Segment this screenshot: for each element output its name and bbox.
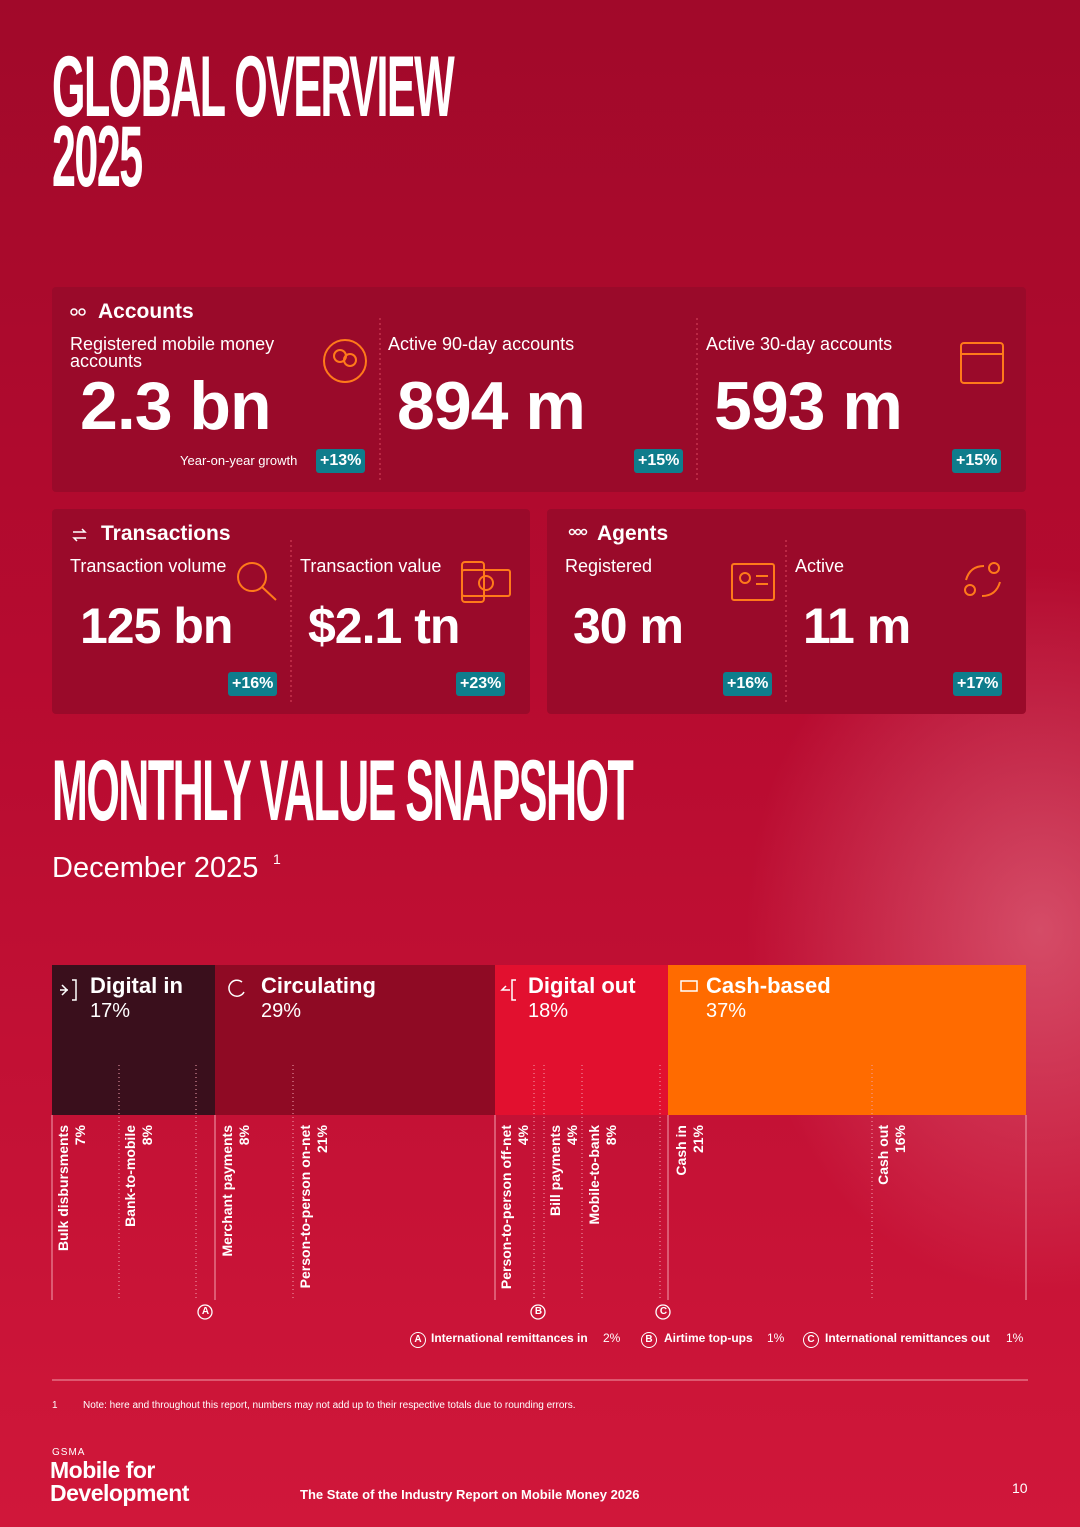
growth-badge: +13%	[316, 449, 366, 473]
flow-share: 4%	[515, 1125, 531, 1146]
group-name: Cash-based	[706, 973, 831, 998]
flow-name: Cash out	[875, 1125, 891, 1185]
group-name: Digital out	[528, 973, 636, 998]
legend-share: 1%	[1006, 1331, 1024, 1345]
flow-name: Bank-to-mobile	[122, 1125, 138, 1227]
subtitle: December 2025	[52, 852, 259, 884]
brand: Mobile for	[50, 1457, 155, 1483]
growth-badge: +17%	[953, 672, 1003, 696]
metric-value: 125 bn	[80, 598, 233, 654]
metric-label: Transaction volume	[70, 556, 227, 576]
metric-label: Active	[795, 556, 845, 576]
flow-share: 8%	[236, 1125, 252, 1146]
flow-share: 4%	[564, 1125, 580, 1146]
metric-label: Transaction value	[300, 556, 442, 576]
flow-share: 7%	[72, 1125, 88, 1146]
legend-marker: A	[410, 1332, 426, 1348]
metric-value: 11 m	[803, 598, 911, 654]
report-title: The State of the Industry Report on Mobi…	[300, 1487, 640, 1502]
footnote-ref: 1	[273, 851, 281, 867]
legend-share: 2%	[603, 1331, 621, 1345]
group-name: Digital in	[90, 973, 183, 998]
flow-name: Bill payments	[547, 1125, 563, 1217]
metric-value: 894 m	[397, 368, 586, 444]
legend-name: International remittances in	[431, 1331, 588, 1345]
growth-badge: +15%	[952, 449, 1002, 473]
flow-share: 16%	[892, 1125, 908, 1154]
metric-value: 2.3 bn	[80, 368, 271, 444]
chart-marker: A	[201, 1306, 210, 1317]
section-title: MONTHLY VALUE SNAPSHOT	[52, 743, 634, 839]
growth-label: Year-on-year growth	[180, 453, 298, 468]
brand-small: GSMA	[52, 1447, 86, 1458]
group-share: 37%	[706, 1000, 747, 1022]
legend-name: Airtime top-ups	[664, 1331, 753, 1345]
chart-marker: B	[534, 1306, 543, 1317]
metric-label: Registered mobile money accounts	[70, 334, 275, 372]
group-share: 17%	[90, 1000, 131, 1022]
footnote-number: 1	[52, 1400, 58, 1411]
card-title: Accounts	[98, 300, 194, 323]
growth-badge: +16%	[228, 672, 278, 696]
card-title: Transactions	[101, 522, 231, 545]
accounts-card	[52, 287, 1026, 492]
flow-name: Cash in	[673, 1125, 689, 1176]
growth-badge: +16%	[723, 672, 773, 696]
metric-value: $2.1 tn	[308, 598, 460, 654]
legend-name: International remittances out	[825, 1331, 990, 1345]
group-share: 18%	[528, 1000, 569, 1022]
flow-name: Bulk disbursments	[55, 1125, 71, 1252]
legend-marker: C	[803, 1332, 819, 1348]
chart-marker: C	[659, 1306, 668, 1317]
flow-name: Person-to-person on-net	[297, 1125, 313, 1289]
card-title: Agents	[597, 522, 669, 545]
flow-share: 8%	[603, 1125, 619, 1146]
growth-badge: +23%	[456, 672, 506, 696]
flow-name: Merchant payments	[219, 1125, 235, 1257]
page-number: 10	[1012, 1480, 1028, 1496]
footnote-text: Note: here and throughout this report, n…	[83, 1400, 576, 1411]
metric-label: Active 30-day accounts	[706, 334, 893, 354]
legend-marker: B	[641, 1332, 657, 1348]
title: 2025	[52, 109, 143, 205]
growth-badge: +15%	[634, 449, 684, 473]
flow-share: 21%	[314, 1125, 330, 1154]
flow-share: 8%	[139, 1125, 155, 1146]
metric-value: 593 m	[714, 368, 903, 444]
flow-name: Mobile-to-bank	[586, 1125, 602, 1225]
legend-share: 1%	[767, 1331, 785, 1345]
group-name: Circulating	[261, 973, 376, 998]
metric-label: Active 90-day accounts	[388, 334, 575, 354]
brand: Development	[50, 1480, 189, 1506]
flow-name: Person-to-person off-net	[498, 1125, 514, 1290]
flow-share: 21%	[690, 1125, 706, 1154]
metric-label: Registered	[565, 556, 653, 576]
metric-value: 30 m	[573, 598, 684, 654]
group-share: 29%	[261, 1000, 302, 1022]
title: GLOBAL OVERVIEW	[52, 39, 455, 135]
